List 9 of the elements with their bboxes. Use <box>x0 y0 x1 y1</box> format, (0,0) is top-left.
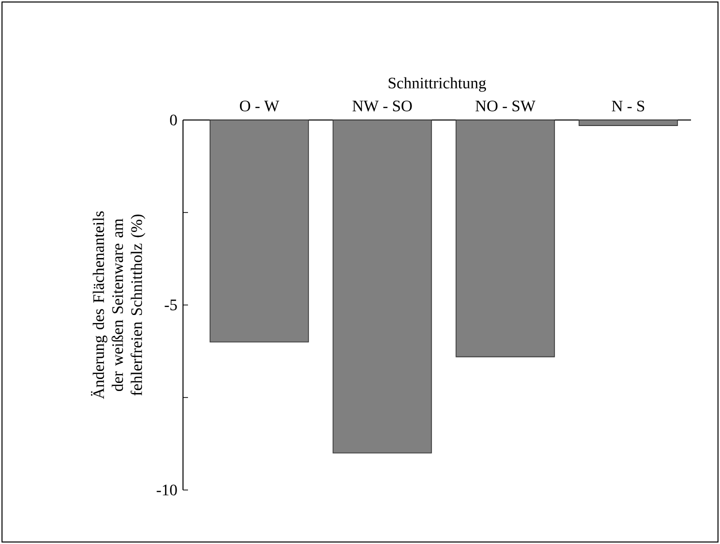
x-tick-label: O - W <box>240 100 280 112</box>
x-tick-label: N - S <box>612 100 644 112</box>
x-axis-title: Schnittrichtung <box>388 77 486 92</box>
y-tick-label: -10 <box>156 484 177 496</box>
y-axis-title: Änderung des Flächenanteils der weißen Seitenware am fehlerfreien Schnittholz (%) <box>90 211 146 400</box>
x-tick-label: NO - SW <box>476 100 536 112</box>
y-tick-label: 0 <box>170 114 177 126</box>
x-tick-label: NW - SO <box>352 100 412 112</box>
y-tick-label: -5 <box>164 300 177 310</box>
